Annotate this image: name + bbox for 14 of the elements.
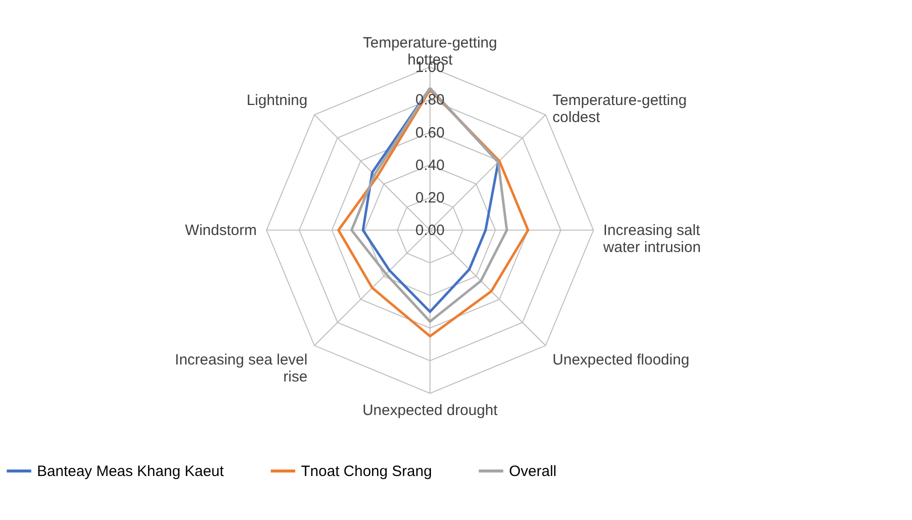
spoke-label: Unexpected drought: [362, 402, 498, 420]
spoke-label: Windstorm: [185, 222, 257, 240]
spoke-label: Unexpected flooding: [552, 351, 690, 368]
spoke-label: Increasing sea level rise: [174, 351, 308, 386]
y-tick-label: 0.20: [415, 190, 445, 207]
spoke-label: Increasing salt water intrusion: [602, 222, 701, 256]
legend-label: Tnoat Chong Srang: [301, 463, 432, 480]
spoke-label: Temperature-getting coldest: [552, 92, 687, 126]
legend-label: Banteay Meas Khang Kaeut: [37, 463, 225, 480]
legend-label: Overall: [509, 463, 557, 480]
spoke-label: Lightning: [246, 92, 308, 109]
y-tick-label: 0.00: [415, 222, 445, 240]
y-tick-label: 0.60: [415, 124, 445, 142]
y-tick-label: 0.40: [415, 156, 445, 174]
